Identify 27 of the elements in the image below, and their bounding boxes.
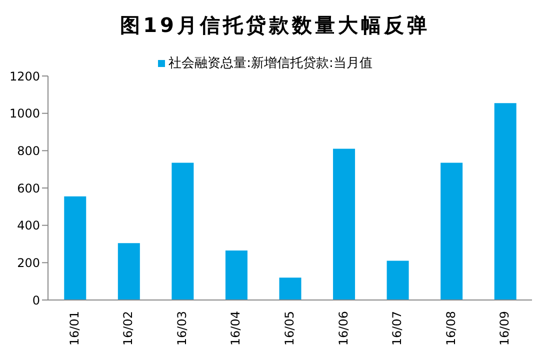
bar <box>386 260 409 300</box>
bar <box>225 250 248 300</box>
x-tick-label: 16/08 <box>444 311 458 346</box>
y-tick-label: 200 <box>17 256 40 270</box>
x-tick-label: 16/03 <box>174 311 189 346</box>
bar <box>279 278 302 300</box>
x-tick-label: 16/09 <box>498 311 512 346</box>
bar <box>440 162 463 300</box>
legend-label: 社会融资总量:新增信托贷款:当月值 <box>168 56 372 71</box>
y-tick-label: 1000 <box>9 106 40 121</box>
chart-title: 图19月信托贷款数量大幅反弹 <box>119 12 431 39</box>
y-tick-label: 1200 <box>9 69 40 84</box>
bar <box>64 196 86 300</box>
x-tick-label: 16/01 <box>67 311 82 346</box>
y-tick-label: 600 <box>17 181 40 196</box>
y-tick-label: 400 <box>17 218 40 233</box>
bar <box>333 148 356 300</box>
x-tick-label: 16/04 <box>228 311 243 346</box>
x-tick-label: 16/05 <box>282 311 297 346</box>
bar <box>172 162 194 300</box>
bar <box>494 103 516 300</box>
bar <box>118 243 140 300</box>
x-tick-label: 16/06 <box>336 311 350 346</box>
x-tick-label: 16/02 <box>121 311 136 346</box>
x-tick-label: 16/07 <box>390 311 404 346</box>
y-tick-label: 0 <box>32 293 40 308</box>
y-tick-label: 800 <box>17 144 40 158</box>
